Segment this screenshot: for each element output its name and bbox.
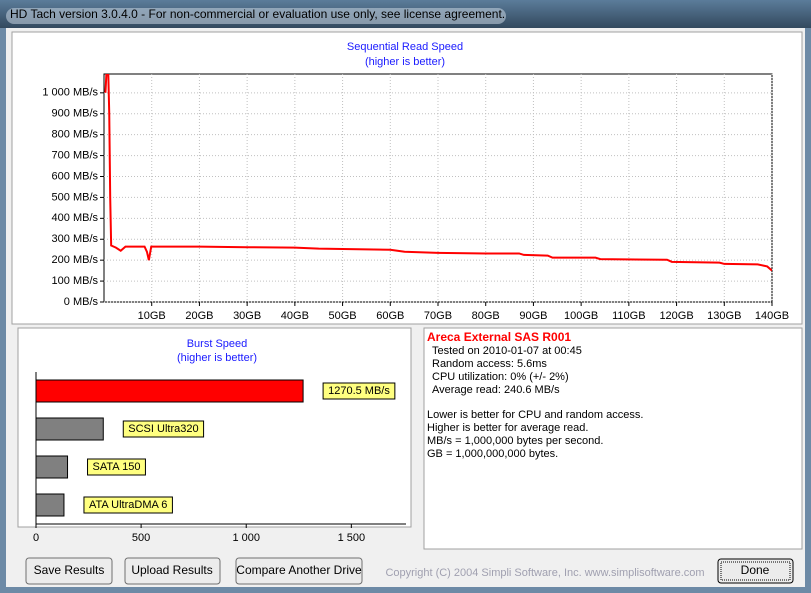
y-tick-label: 0 MB/s [64, 296, 99, 308]
note: Higher is better for average read. [427, 422, 588, 434]
button[interactable]: Done [717, 558, 794, 584]
bar [35, 493, 65, 517]
x-tick-label: 60GB [376, 310, 404, 322]
x-tick-label: 90GB [519, 310, 547, 322]
button[interactable]: Compare Another Drive [235, 557, 363, 585]
y-tick-label: 500 MB/s [52, 191, 99, 203]
category-label: ATA UltraDMA 6 [89, 499, 167, 511]
chart-title: Burst Speed [187, 338, 248, 350]
y-tick-label: 600 MB/s [52, 170, 99, 182]
x-tick-label: 500 [132, 532, 150, 544]
button[interactable]: Upload Results [124, 557, 221, 585]
window-title: HD Tach version 3.0.4.0 - For non-commer… [10, 7, 505, 21]
stat: Tested on 2010-01-07 at 00:45 [432, 345, 582, 357]
button[interactable]: Save Results [25, 557, 113, 585]
bar [35, 379, 304, 403]
stat: Random access: 5.6ms [432, 358, 547, 370]
x-tick-label: 120GB [659, 310, 693, 322]
y-tick-label: 100 MB/s [52, 275, 99, 287]
x-tick-label: 130GB [707, 310, 741, 322]
x-tick-label: 10GB [138, 310, 166, 322]
note: MB/s = 1,000,000 bytes per second. [427, 435, 603, 447]
label-box [83, 496, 173, 514]
button-label[interactable]: Upload Results [131, 563, 212, 577]
y-tick-label: 400 MB/s [52, 212, 99, 224]
y-tick-label: 800 MB/s [52, 129, 99, 141]
x-tick-label: 30GB [233, 310, 261, 322]
note: GB = 1,000,000,000 bytes. [427, 448, 558, 460]
chart-title: Sequential Read Speed [347, 41, 463, 53]
chart-subtitle: (higher is better) [365, 56, 445, 68]
stat: CPU utilization: 0% (+/- 2%) [432, 371, 569, 383]
button-label[interactable]: Done [741, 563, 770, 577]
stat: Average read: 240.6 MB/s [432, 384, 560, 396]
value-label: 1270.5 MB/s [328, 385, 390, 397]
info-panel [423, 327, 803, 550]
x-tick-label: 100GB [564, 310, 598, 322]
x-tick-label: 110GB [612, 310, 645, 322]
button-label[interactable]: Save Results [34, 563, 105, 577]
x-tick-label: 70GB [424, 310, 452, 322]
x-tick-label: 0 [33, 532, 39, 544]
bar [35, 417, 104, 441]
button-label[interactable]: Compare Another Drive [236, 563, 362, 577]
y-tick-label: 1 000 MB/s [42, 87, 98, 99]
copyright: Copyright (C) 2004 Simpli Software, Inc.… [385, 567, 704, 579]
label-box [322, 382, 396, 400]
data-line [104, 74, 772, 272]
x-tick-label: 1 000 [232, 532, 260, 544]
category-label: SATA 150 [93, 461, 141, 473]
y-tick-label: 900 MB/s [52, 108, 99, 120]
y-tick-label: 300 MB/s [52, 233, 99, 245]
x-tick-label: 1 500 [338, 532, 366, 544]
label-box [87, 458, 146, 476]
x-tick-label: 80GB [472, 310, 500, 322]
x-tick-label: 20GB [185, 310, 213, 322]
y-tick-label: 700 MB/s [52, 149, 99, 161]
label-box [122, 420, 205, 438]
x-tick-label: 40GB [281, 310, 309, 322]
y-tick-label: 200 MB/s [52, 254, 99, 266]
bar [35, 455, 69, 479]
category-label: SCSI Ultra320 [128, 423, 198, 435]
x-tick-label: 50GB [329, 310, 357, 322]
drive-name: Areca External SAS R001 [427, 330, 571, 344]
chart-subtitle: (higher is better) [177, 352, 257, 364]
note: Lower is better for CPU and random acces… [427, 409, 643, 421]
x-tick-label: 140GB [755, 310, 789, 322]
title-glow [6, 8, 506, 24]
